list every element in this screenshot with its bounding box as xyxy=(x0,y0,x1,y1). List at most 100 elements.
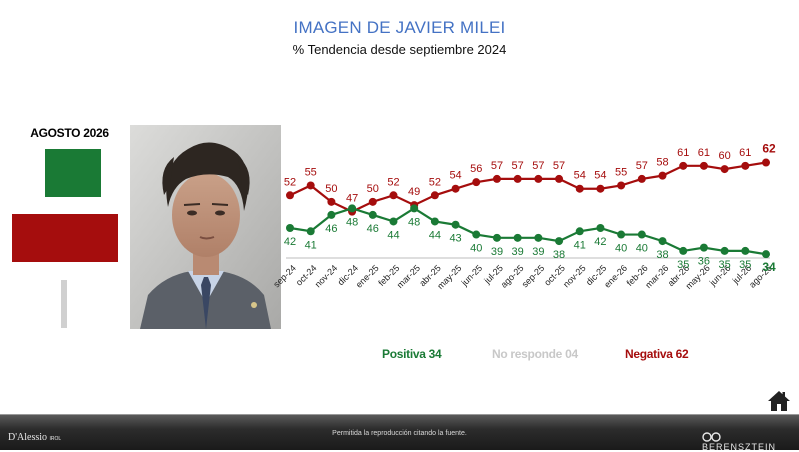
positiva-summary-bar xyxy=(44,149,102,197)
point-negativa-feb-26 xyxy=(637,174,646,183)
point-negativa-abr-25 xyxy=(430,191,439,200)
data-label-positiva-nov-24: 46 xyxy=(325,223,337,235)
data-label-negativa-may-25: 54 xyxy=(449,170,461,182)
point-negativa-abr-26 xyxy=(679,161,688,170)
point-negativa-jul-25 xyxy=(492,174,501,183)
berensztein-logo-icon xyxy=(702,431,721,442)
point-positiva-jun-25 xyxy=(472,230,481,239)
point-positiva-ene-26 xyxy=(617,230,626,239)
data-label-positiva-sep-25: 39 xyxy=(532,246,544,258)
data-label-negativa-dic-25: 54 xyxy=(594,170,606,182)
point-negativa-nov-25 xyxy=(575,184,584,193)
point-positiva-nov-25 xyxy=(575,227,584,236)
x-tick-label-nov-24: nov-24 xyxy=(313,263,340,290)
data-label-positiva-may-25: 43 xyxy=(449,233,461,245)
data-label-negativa-dic-24: 47 xyxy=(346,193,358,205)
point-positiva-oct-25 xyxy=(555,237,564,246)
home-icon xyxy=(768,391,790,411)
data-label-negativa-abr-26: 61 xyxy=(677,147,689,159)
point-positiva-ago-25 xyxy=(513,233,522,242)
point-positiva-abr-25 xyxy=(430,217,439,226)
data-label-negativa-nov-24: 50 xyxy=(325,183,337,195)
point-negativa-ago-25 xyxy=(513,174,522,183)
data-label-positiva-abr-25: 44 xyxy=(429,229,441,241)
data-label-negativa-jul-26: 61 xyxy=(739,147,751,159)
data-label-negativa-mar-26: 58 xyxy=(656,157,668,169)
point-negativa-feb-25 xyxy=(389,191,398,200)
brand-dalessio-suffix: IROL xyxy=(49,436,62,442)
data-label-negativa-sep-25: 57 xyxy=(532,160,544,172)
x-tick-label-ene-25: ene-25 xyxy=(354,263,381,290)
point-positiva-mar-25 xyxy=(410,204,419,213)
point-negativa-dic-25 xyxy=(596,184,605,193)
data-label-negativa-ago-26: 62 xyxy=(762,142,776,156)
negativa-summary-bar xyxy=(12,214,118,262)
data-label-positiva-may-26: 36 xyxy=(698,256,710,268)
point-negativa-mar-26 xyxy=(658,171,667,180)
data-label-positiva-ene-25: 46 xyxy=(367,223,379,235)
data-label-positiva-dic-25: 42 xyxy=(594,236,606,248)
data-label-positiva-ago-26: 34 xyxy=(762,260,776,274)
point-negativa-jun-26 xyxy=(720,165,729,174)
milei-portrait xyxy=(130,125,281,329)
data-label-positiva-abr-26: 35 xyxy=(677,259,689,271)
footer-bar xyxy=(0,415,799,450)
point-positiva-jun-26 xyxy=(720,246,729,255)
data-label-positiva-jun-25: 40 xyxy=(470,243,482,255)
x-tick-label-nov-25: nov-25 xyxy=(561,263,588,290)
point-positiva-may-26 xyxy=(699,243,708,252)
data-label-positiva-feb-25: 44 xyxy=(387,229,399,241)
point-negativa-may-26 xyxy=(699,161,708,170)
data-label-negativa-may-26: 61 xyxy=(698,147,710,159)
data-label-negativa-nov-25: 54 xyxy=(574,170,586,182)
point-positiva-abr-26 xyxy=(679,246,688,255)
x-tick-label-ago-25: ago-25 xyxy=(499,263,526,290)
data-label-positiva-feb-26: 40 xyxy=(636,243,648,255)
series-line-negativa xyxy=(289,161,767,213)
brand-berensztein-logo: BERENSZTEIN xyxy=(702,431,799,452)
point-negativa-ago-26 xyxy=(762,158,770,167)
point-positiva-may-25 xyxy=(451,220,460,229)
data-label-positiva-ene-26: 40 xyxy=(615,243,627,255)
data-label-positiva-oct-24: 41 xyxy=(305,239,317,251)
point-positiva-mar-26 xyxy=(658,237,667,246)
point-negativa-nov-24 xyxy=(327,197,336,206)
point-positiva-jul-25 xyxy=(492,233,501,242)
data-label-negativa-feb-25: 52 xyxy=(387,176,399,188)
point-negativa-sep-24 xyxy=(286,191,294,200)
period-label: AGOSTO 2026 xyxy=(30,126,109,140)
person-portrait-icon xyxy=(130,125,281,329)
point-positiva-jul-26 xyxy=(741,246,750,255)
point-negativa-jun-25 xyxy=(472,178,481,187)
legend-positiva: Positiva 34 xyxy=(382,347,442,361)
x-tick-label-sep-24: sep-24 xyxy=(271,263,298,290)
data-label-positiva-mar-26: 38 xyxy=(656,249,668,261)
data-label-negativa-jun-26: 60 xyxy=(718,150,730,162)
brand-dalessio-name: D'Alessio xyxy=(8,432,48,443)
data-label-positiva-sep-24: 42 xyxy=(284,236,296,248)
point-negativa-oct-24 xyxy=(306,181,315,190)
point-negativa-ene-25 xyxy=(368,197,377,206)
point-positiva-feb-25 xyxy=(389,217,398,226)
x-tick-label-jun-25: jun-25 xyxy=(459,263,484,288)
chart-title: IMAGEN DE JAVIER MILEI xyxy=(293,18,506,37)
data-label-negativa-ago-25: 57 xyxy=(512,160,524,172)
home-button[interactable] xyxy=(767,390,791,417)
chart-subtitle: % Tendencia desde septiembre 2024 xyxy=(292,42,507,57)
data-label-negativa-mar-25: 49 xyxy=(408,186,420,198)
point-negativa-oct-25 xyxy=(555,174,564,183)
point-positiva-dic-25 xyxy=(596,224,605,232)
point-positiva-ago-26 xyxy=(762,250,770,259)
data-label-negativa-oct-24: 55 xyxy=(305,166,317,178)
data-label-positiva-dic-24: 48 xyxy=(346,216,358,228)
data-label-positiva-jun-26: 35 xyxy=(718,259,730,271)
point-negativa-sep-25 xyxy=(534,174,543,183)
series-line-positiva xyxy=(289,207,767,256)
no-responde-summary-bar xyxy=(61,280,67,328)
footer-note: Permitida la reproducción citando la fue… xyxy=(332,430,467,437)
x-tick-label-mar-25: mar-25 xyxy=(395,263,422,290)
data-label-positiva-nov-25: 41 xyxy=(574,239,586,251)
x-tick-label-ene-26: ene-26 xyxy=(602,263,629,290)
data-label-negativa-jun-25: 56 xyxy=(470,163,482,175)
